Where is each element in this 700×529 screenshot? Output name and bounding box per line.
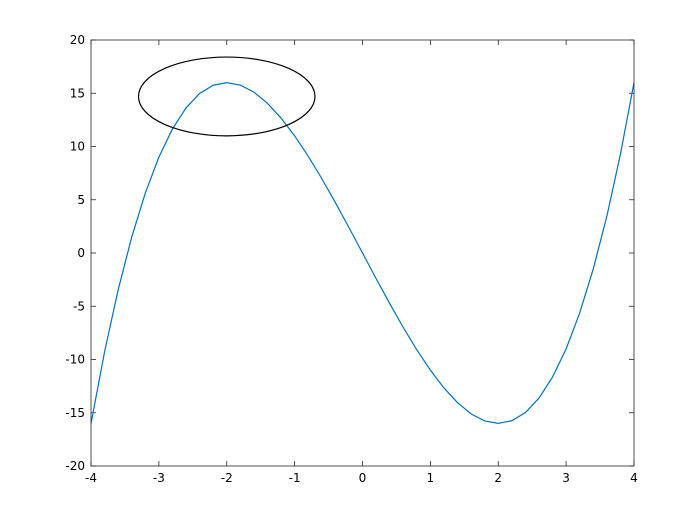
y-tick-label: -10 <box>65 353 85 367</box>
series-line <box>90 81 635 425</box>
y-tick-label: 20 <box>70 33 85 47</box>
ellipse-annotation <box>137 56 316 137</box>
axes-box <box>90 39 635 467</box>
x-tick-label: 2 <box>494 471 502 485</box>
x-tick-label: 4 <box>630 471 638 485</box>
y-tick-label: 10 <box>70 140 85 154</box>
x-tick-label: -3 <box>153 471 165 485</box>
x-tick-label: 1 <box>427 471 435 485</box>
x-tick-label: -2 <box>221 471 233 485</box>
y-tick-label: 5 <box>77 193 85 207</box>
x-tick-label: 0 <box>359 471 367 485</box>
y-tick-label: -5 <box>73 299 85 313</box>
x-tick-label: -4 <box>85 471 97 485</box>
x-tick-label: 3 <box>562 471 570 485</box>
y-tick-label: -15 <box>65 406 85 420</box>
y-tick-label: 0 <box>77 246 85 260</box>
x-tick-label: -1 <box>289 471 301 485</box>
y-tick-label: -20 <box>65 459 85 473</box>
y-tick-label: 15 <box>70 86 85 100</box>
